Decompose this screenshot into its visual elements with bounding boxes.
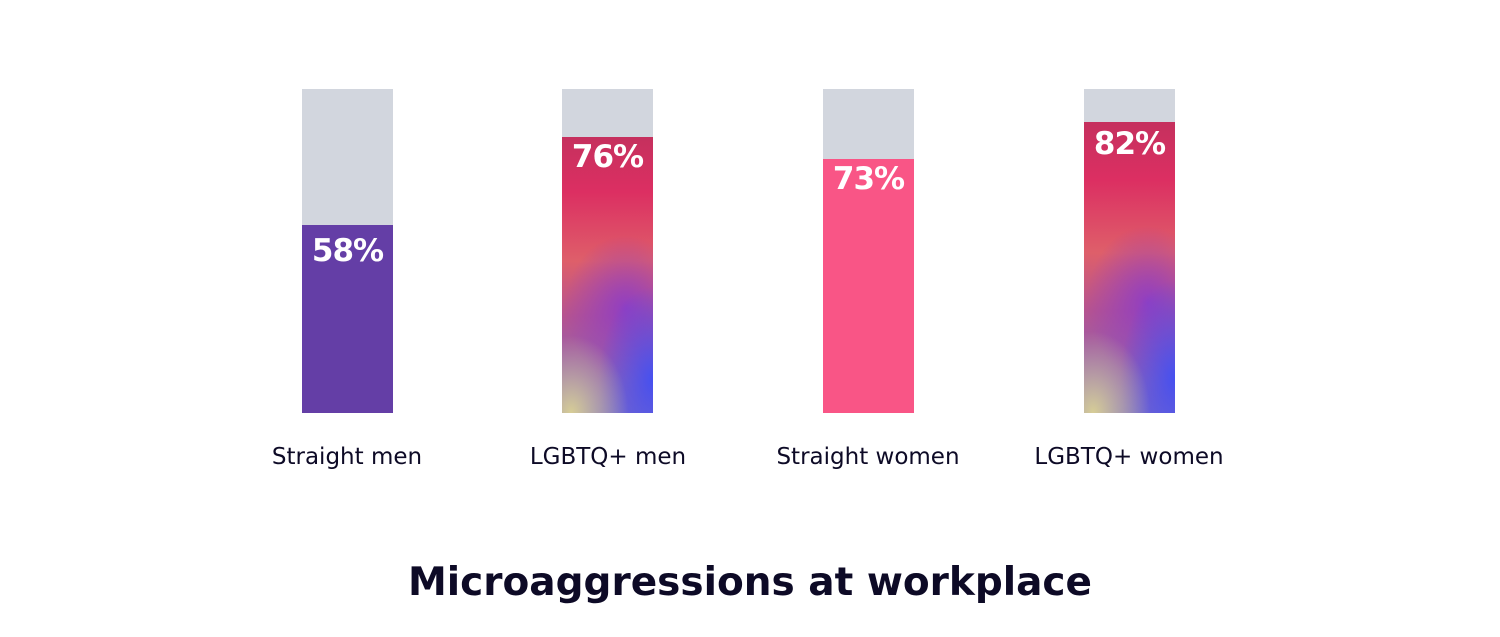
bar-track-straight-men: 58% xyxy=(302,89,393,413)
bar-track-lgbtq-women: 82% xyxy=(1084,89,1175,413)
category-label-lgbtq-men: LGBTQ+ men xyxy=(529,444,687,470)
bar-track-straight-women: 73% xyxy=(823,89,914,413)
bar-track-lgbtq-men: 76% xyxy=(562,89,653,413)
bar-value-label: 76% xyxy=(571,139,644,175)
bar-value-label: 73% xyxy=(832,161,905,197)
bar-value-label: 58% xyxy=(311,233,384,269)
category-label-straight-men: Straight men xyxy=(271,444,423,470)
bar-fill-straight-women: 73% xyxy=(823,159,914,413)
chart-title: Microaggressions at workplace xyxy=(407,560,1092,605)
bar-fill-lgbtq-women: 82% xyxy=(1084,122,1175,413)
bar-value-label: 82% xyxy=(1093,126,1166,162)
category-label-straight-women: Straight women xyxy=(776,444,960,470)
category-label-lgbtq-women: LGBTQ+ women xyxy=(1034,444,1224,470)
bar-fill-straight-men: 58% xyxy=(302,225,393,413)
bar-fill-lgbtq-men: 76% xyxy=(562,137,653,413)
